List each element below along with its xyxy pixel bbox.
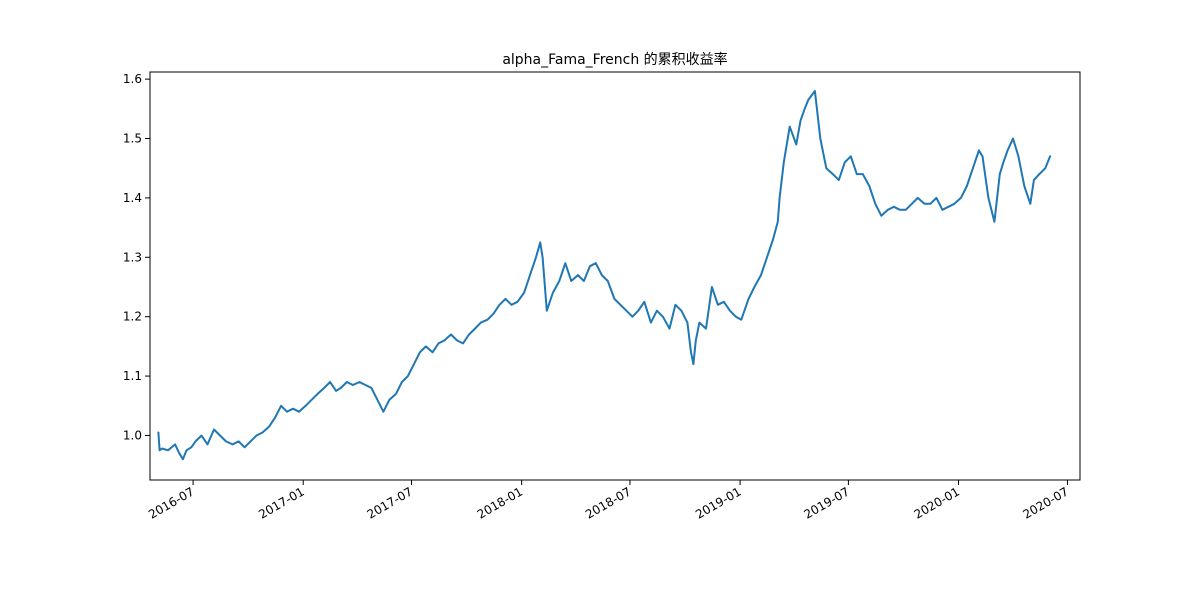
chart-title: alpha_Fama_French 的累积收益率 bbox=[502, 51, 727, 68]
plot-area-frame bbox=[149, 71, 1081, 481]
x-tick-label: 2017-07 bbox=[365, 484, 415, 521]
x-tick-label: 2019-01 bbox=[693, 484, 743, 521]
y-tick-label: 1.1 bbox=[123, 369, 142, 383]
y-tick-label: 1.6 bbox=[123, 72, 142, 86]
y-tick-label: 1.5 bbox=[123, 132, 142, 146]
x-tick-label: 2019-07 bbox=[801, 484, 851, 521]
x-tick-label: 2018-07 bbox=[583, 484, 633, 521]
x-tick-label: 2017-01 bbox=[256, 484, 306, 521]
series-line bbox=[157, 90, 1052, 461]
y-tick-label: 1.4 bbox=[123, 191, 142, 205]
y-tick-label: 1.3 bbox=[123, 250, 142, 264]
y-tick-label: 1.2 bbox=[123, 310, 142, 324]
x-tick-label: 2018-01 bbox=[475, 484, 525, 521]
x-axis-ticks: 2016-07 2017-01 2017-07 2018-01 2018-07 2019-… bbox=[146, 480, 1071, 522]
x-tick-label: 2020-01 bbox=[912, 484, 962, 521]
x-tick-label: 2020-07 bbox=[1021, 484, 1071, 521]
y-axis-ticks: 1.0 1.1 1.2 1.3 1.4 1.5 1.6 bbox=[123, 72, 150, 442]
y-tick-label: 1.0 bbox=[123, 428, 142, 442]
x-tick-label: 2016-07 bbox=[146, 484, 196, 521]
